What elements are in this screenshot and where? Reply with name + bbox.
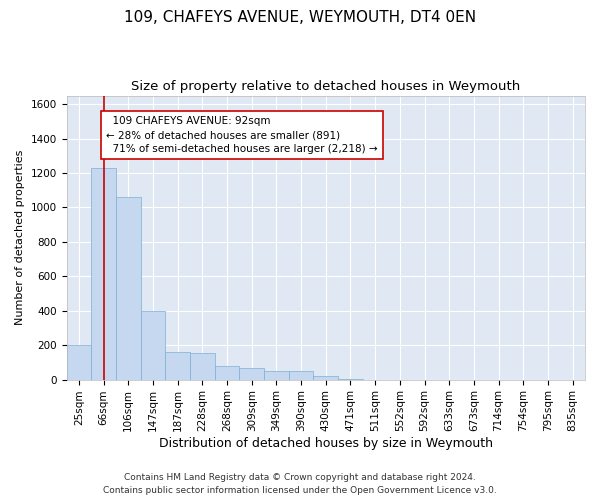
Bar: [239, 368, 264, 380]
Y-axis label: Number of detached properties: Number of detached properties: [15, 150, 25, 326]
Text: 109 CHAFEYS AVENUE: 92sqm
← 28% of detached houses are smaller (891)
  71% of se: 109 CHAFEYS AVENUE: 92sqm ← 28% of detac…: [106, 116, 377, 154]
Title: Size of property relative to detached houses in Weymouth: Size of property relative to detached ho…: [131, 80, 520, 93]
Bar: [338, 378, 363, 380]
Bar: [313, 376, 338, 380]
X-axis label: Distribution of detached houses by size in Weymouth: Distribution of detached houses by size …: [159, 437, 493, 450]
Bar: [264, 371, 289, 380]
Text: 109, CHAFEYS AVENUE, WEYMOUTH, DT4 0EN: 109, CHAFEYS AVENUE, WEYMOUTH, DT4 0EN: [124, 10, 476, 25]
Bar: [140, 310, 165, 380]
Bar: [67, 345, 91, 380]
Bar: [91, 168, 116, 380]
Text: Contains HM Land Registry data © Crown copyright and database right 2024.
Contai: Contains HM Land Registry data © Crown c…: [103, 474, 497, 495]
Bar: [116, 197, 140, 380]
Bar: [190, 353, 215, 380]
Bar: [289, 371, 313, 380]
Bar: [215, 366, 239, 380]
Bar: [165, 352, 190, 380]
